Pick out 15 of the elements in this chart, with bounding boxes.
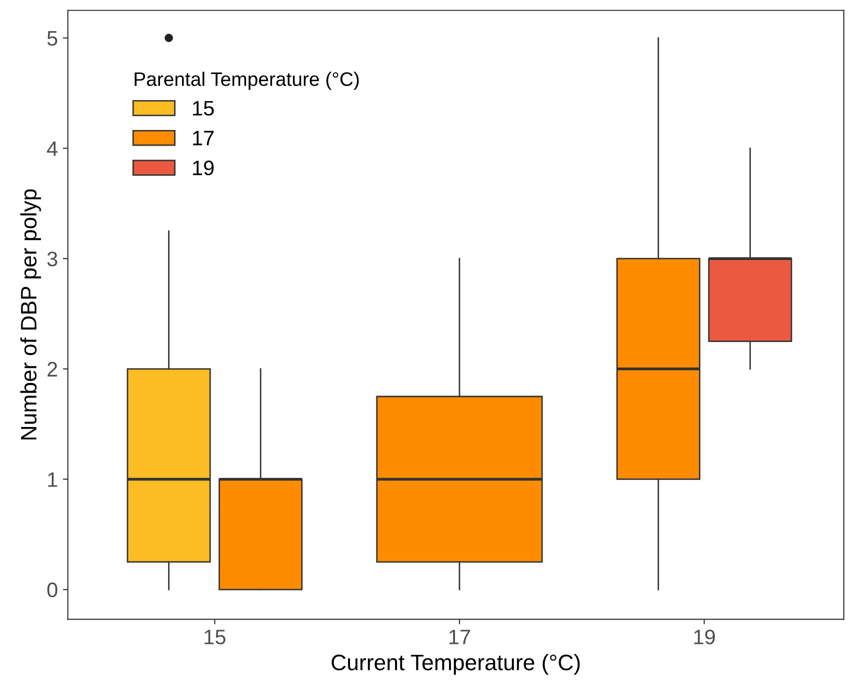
x-tick-label: 17 (449, 630, 470, 644)
y-tick-label: 1 (48, 472, 58, 487)
legend-label: 17 (193, 130, 214, 146)
legend-title: Parental Temperature (°C) (134, 72, 359, 90)
x-tick-label: 15 (204, 630, 226, 644)
y-tick-label: 5 (47, 31, 58, 46)
legend-label: 15 (193, 101, 214, 116)
y-tick-label: 3 (47, 252, 58, 266)
y-tick-label: 4 (47, 141, 58, 156)
x-tick-label: 19 (694, 630, 715, 644)
y-axis-title: Number of DBP per polyp (20, 189, 41, 440)
y-tick-label: 2 (48, 362, 58, 376)
x-axis-title: Current Temperature (°C) (332, 654, 580, 675)
y-tick-label: 0 (47, 582, 58, 598)
legend-label: 19 (193, 160, 214, 176)
